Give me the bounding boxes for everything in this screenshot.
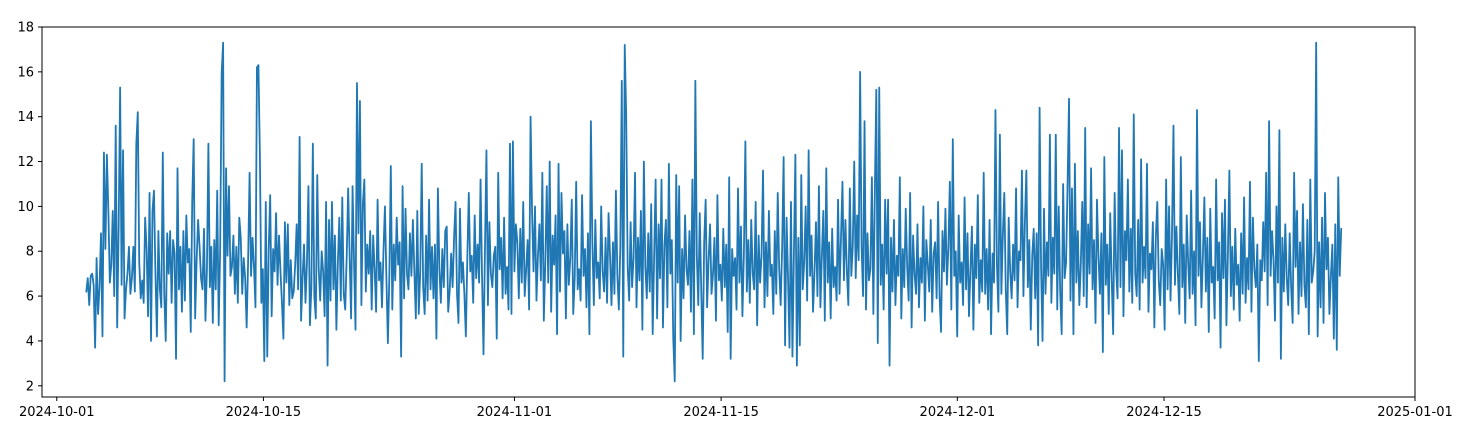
y-tick-label: 10 [17, 200, 34, 215]
x-tick-label: 2024-11-15 [683, 405, 759, 420]
plot-frame [41, 26, 1416, 398]
x-tick-label: 2024-10-15 [226, 405, 302, 420]
y-tick-label: 18 [17, 21, 34, 36]
x-axis: 2024-10-01 2024-10-15 2024-11-01 2024-11-15… [19, 397, 1453, 420]
y-tick-label: 4 [26, 334, 34, 349]
y-tick-label: 12 [17, 155, 34, 170]
x-tick-label: 2024-12-15 [1126, 405, 1202, 420]
x-tick-label: 2024-11-01 [477, 405, 553, 420]
y-tick-label: 6 [26, 290, 34, 305]
x-tick-label: 2025-01-01 [1377, 405, 1453, 420]
x-tick-label: 2024-12-01 [920, 405, 996, 420]
y-axis: 2 4 6 8 10 12 14 16 18 [17, 21, 42, 394]
series-layer [85, 41, 1343, 383]
y-tick-label: 16 [17, 65, 34, 80]
y-tick-label: 2 [26, 379, 34, 394]
series-line-0 [85, 41, 1343, 383]
x-tick-label: 2024-10-01 [19, 405, 95, 420]
y-tick-label: 8 [26, 245, 34, 260]
y-tick-label: 14 [17, 110, 34, 125]
